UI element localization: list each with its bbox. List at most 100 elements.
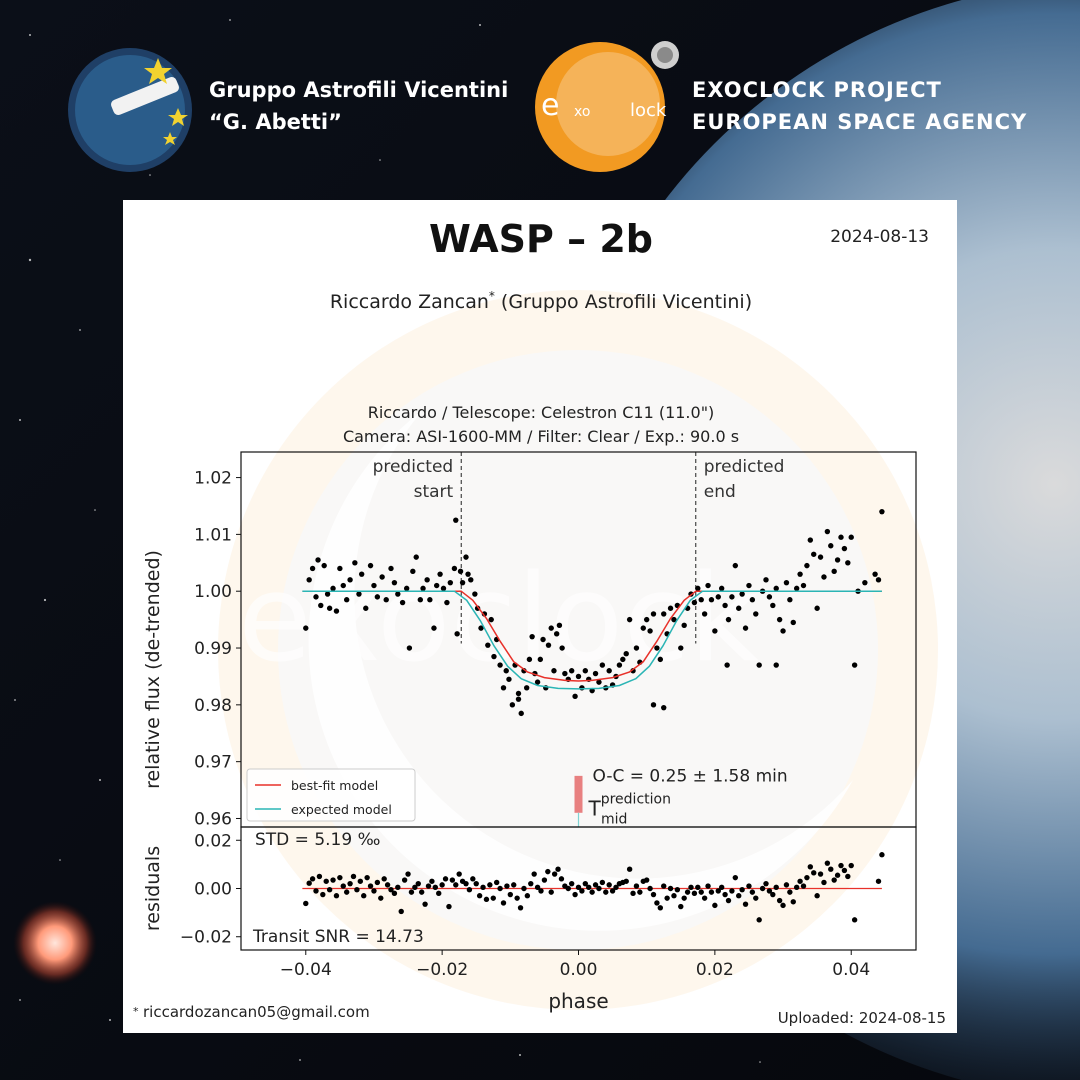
residual-point <box>633 883 640 889</box>
residual-point <box>739 887 745 893</box>
flux-point <box>712 628 718 634</box>
flux-point <box>756 662 762 668</box>
flux-point <box>705 582 711 589</box>
flux-point <box>410 568 416 575</box>
flux-point <box>318 602 324 609</box>
residual-point <box>630 890 636 897</box>
flux-point <box>453 517 459 523</box>
residual-point <box>708 889 715 895</box>
flux-point <box>678 645 684 651</box>
residual-point <box>698 889 704 895</box>
residual-point <box>378 895 384 901</box>
residual-point <box>517 905 524 911</box>
flux-point <box>356 591 362 597</box>
main-ytick-label: 0.99 <box>194 639 232 659</box>
residual-point <box>405 871 411 877</box>
std-label: STD = 5.19 ‰ <box>255 830 380 850</box>
residual-point <box>770 891 776 898</box>
observer-name: Riccardo Zancan <box>330 291 489 313</box>
residual-point <box>521 885 527 892</box>
flux-point <box>363 605 369 611</box>
observer-affiliation: (Gruppo Astrofili Vicentini) <box>501 291 752 313</box>
flux-point <box>824 528 831 535</box>
flux-point <box>420 585 426 592</box>
predicted-end-label-line2: end <box>704 482 736 502</box>
residual-point <box>657 905 664 911</box>
flux-point <box>817 554 824 560</box>
residual-point <box>603 889 609 895</box>
residual-point <box>746 883 752 889</box>
flux-point <box>800 582 807 589</box>
flux-point <box>814 605 820 611</box>
residuals-xtick-label: 0.02 <box>696 960 734 980</box>
residual-point <box>487 882 493 888</box>
residual-point <box>759 885 766 892</box>
residual-point <box>753 895 759 901</box>
residual-point <box>845 873 851 880</box>
flux-point <box>444 599 450 606</box>
flux-point <box>715 594 721 600</box>
residual-point <box>371 888 377 894</box>
predicted-start-label-line1: predicted <box>373 457 454 477</box>
best-fit-model-line <box>302 590 882 682</box>
main-ytick-label: 0.97 <box>194 753 232 773</box>
flux-point <box>559 645 565 651</box>
residual-point <box>848 862 854 869</box>
flux-point <box>437 571 443 577</box>
residual-point <box>671 893 677 899</box>
residual-point <box>565 885 571 892</box>
observer-line: Riccardo Zancan* (Gruppo Astrofili Vicent… <box>330 289 752 313</box>
residual-point <box>453 882 459 888</box>
flux-point <box>515 696 522 702</box>
flux-point <box>875 577 882 583</box>
flux-point <box>766 594 773 600</box>
residual-point <box>401 877 408 883</box>
gav-logo <box>68 48 192 172</box>
residual-point <box>572 891 578 898</box>
flux-point <box>556 622 563 628</box>
flux-point <box>773 585 779 592</box>
residual-point <box>592 882 599 888</box>
flux-point <box>838 534 844 540</box>
residual-point <box>650 891 657 898</box>
residual-point <box>541 877 548 883</box>
flux-point <box>763 577 769 583</box>
flux-point <box>391 579 398 586</box>
flux-point <box>497 662 503 668</box>
flux-point <box>708 597 715 603</box>
flux-point <box>403 585 410 592</box>
flux-point <box>545 642 552 648</box>
residual-point <box>797 878 803 884</box>
flux-point <box>851 662 858 668</box>
flux-point <box>503 668 509 674</box>
residual-point <box>736 893 742 899</box>
legend-label-expected: expected model <box>291 802 392 817</box>
flux-point <box>343 597 350 603</box>
residual-point <box>722 891 728 898</box>
project-name: EXOCLOCK PROJECT EUROPEAN SPACE AGENCY <box>692 74 1027 138</box>
flux-point <box>440 585 447 592</box>
flux-point <box>485 642 491 648</box>
residual-point <box>637 889 643 895</box>
residuals-ytick-label: 0.00 <box>194 880 232 900</box>
flux-point <box>661 611 667 617</box>
flux-point <box>506 676 512 682</box>
residual-point <box>538 888 544 894</box>
flux-point <box>324 591 331 597</box>
upload-date: Uploaded: 2024-08-15 <box>778 1009 946 1027</box>
predicted-start-label-line2: start <box>414 482 454 502</box>
flux-point <box>841 545 848 552</box>
residual-point <box>330 877 336 883</box>
residual-point <box>449 877 456 883</box>
main-ytick-label: 1.00 <box>194 582 232 602</box>
residual-point <box>309 876 316 882</box>
flux-point <box>633 645 640 651</box>
flux-point <box>500 685 507 691</box>
residual-point <box>821 879 827 886</box>
flux-point <box>326 605 333 611</box>
residual-point <box>579 888 585 894</box>
residual-point <box>442 876 449 882</box>
residuals-xtick-label: 0.00 <box>560 960 598 980</box>
flux-point <box>579 685 585 691</box>
flux-point <box>623 651 629 657</box>
